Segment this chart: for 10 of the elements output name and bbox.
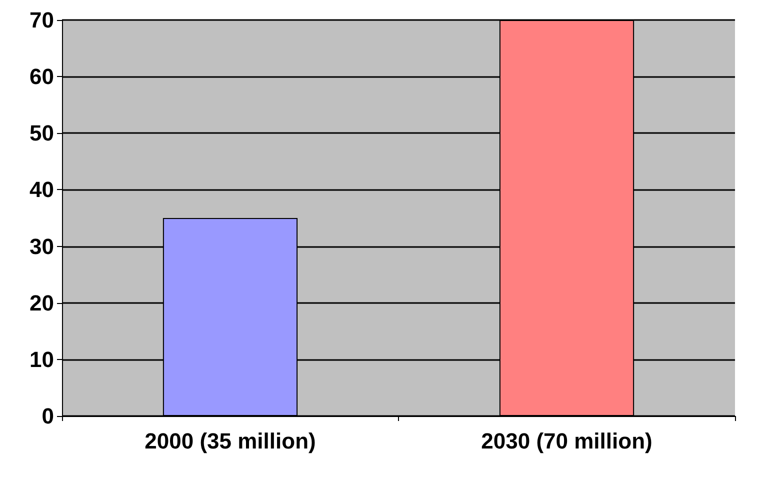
y-tick-label: 70 [30, 8, 54, 32]
y-tick-label: 60 [30, 64, 54, 90]
y-tick-label: 40 [30, 177, 54, 202]
y-tick-label: 50 [30, 120, 54, 146]
y-tick-label: 0 [42, 404, 54, 428]
x-tick-label: 2030 (70 million) [481, 428, 652, 454]
y-tick-label: 30 [30, 234, 54, 259]
y-tick-label: 20 [30, 290, 54, 316]
x-tick-label: 2000 (35 million) [144, 428, 316, 454]
y-tick-label: 10 [30, 346, 54, 372]
